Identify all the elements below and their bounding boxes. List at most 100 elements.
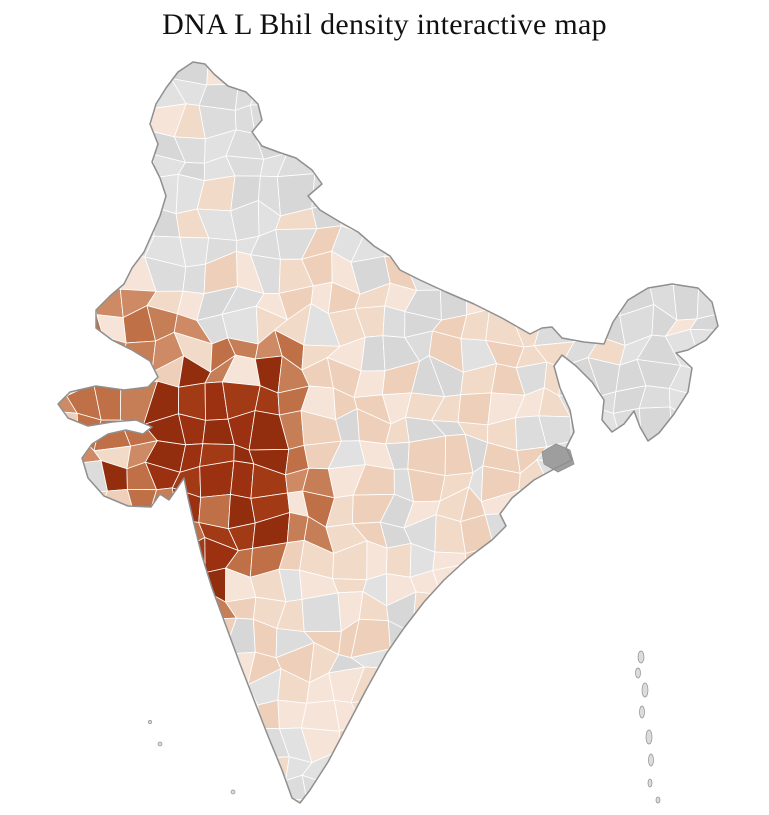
district-no_data[interactable]: [584, 204, 624, 244]
district-no_data[interactable]: [561, 155, 592, 188]
district-no_data[interactable]: [513, 147, 551, 179]
district-no_data[interactable]: [663, 229, 700, 262]
district-no_data[interactable]: [118, 177, 156, 213]
district-high[interactable]: [230, 460, 255, 499]
district-low[interactable]: [722, 773, 757, 815]
district-no_data[interactable]: [664, 575, 703, 596]
district-no_data[interactable]: [43, 207, 81, 239]
district-low[interactable]: [593, 616, 625, 645]
district-no_data[interactable]: [725, 363, 756, 395]
district-low[interactable]: [488, 566, 519, 602]
district-low[interactable]: [509, 621, 549, 658]
district-no_data[interactable]: [725, 391, 748, 425]
district-no_data[interactable]: [623, 591, 653, 633]
district-no_data[interactable]: [42, 101, 75, 137]
district-low[interactable]: [45, 463, 69, 498]
island[interactable]: [641, 682, 649, 698]
district-low[interactable]: [435, 696, 468, 734]
district-low[interactable]: [572, 256, 599, 295]
district-low[interactable]: [457, 101, 491, 135]
district-low[interactable]: [439, 125, 470, 161]
district-low[interactable]: [640, 746, 676, 782]
district-no_data[interactable]: [545, 526, 577, 552]
district-no_data[interactable]: [600, 487, 616, 525]
district-no_data[interactable]: [405, 207, 443, 238]
district-no_data[interactable]: [463, 648, 492, 671]
district-low[interactable]: [350, 699, 393, 727]
district-no_data[interactable]: [717, 563, 749, 607]
district-no_data[interactable]: [100, 669, 124, 705]
district-no_data[interactable]: [311, 172, 339, 209]
district-low[interactable]: [454, 799, 493, 815]
district-no_data[interactable]: [563, 760, 596, 776]
district-no_data[interactable]: [595, 79, 625, 103]
district-low[interactable]: [672, 462, 703, 498]
district-no_data[interactable]: [512, 720, 551, 758]
district-low[interactable]: [353, 147, 388, 187]
district-no_data[interactable]: [91, 616, 121, 655]
district-low[interactable]: [171, 618, 211, 656]
district-no_data[interactable]: [71, 641, 102, 685]
district-low[interactable]: [42, 692, 74, 732]
district-no_data[interactable]: [533, 177, 574, 213]
district-no_data[interactable]: [585, 772, 617, 812]
district-no_data[interactable]: [663, 98, 705, 133]
district-no_data[interactable]: [719, 515, 755, 550]
district-no_data[interactable]: [636, 493, 674, 517]
district-no_data[interactable]: [66, 771, 107, 812]
district-no_data[interactable]: [689, 310, 730, 331]
district-no_data[interactable]: [39, 277, 75, 319]
district-high[interactable]: [199, 460, 235, 498]
district-no_data[interactable]: [412, 696, 443, 734]
district-no_data[interactable]: [97, 700, 128, 733]
district-no_data[interactable]: [691, 514, 729, 549]
district-low[interactable]: [559, 667, 601, 709]
islands-layer[interactable]: [148, 650, 661, 804]
district-no_data[interactable]: [143, 672, 183, 712]
district-no_data[interactable]: [716, 178, 753, 211]
district-no_data[interactable]: [612, 469, 652, 495]
district-no_data[interactable]: [558, 237, 599, 264]
district-low[interactable]: [731, 621, 744, 647]
district-no_data[interactable]: [170, 46, 210, 86]
district-no_data[interactable]: [691, 542, 719, 581]
district-no_data[interactable]: [457, 72, 491, 109]
district-low[interactable]: [199, 702, 236, 733]
district-no_data[interactable]: [726, 644, 747, 685]
island[interactable]: [635, 667, 641, 679]
district-low[interactable]: [231, 807, 264, 815]
district-no_data[interactable]: [73, 135, 109, 164]
district-low[interactable]: [665, 593, 700, 632]
district-no_data[interactable]: [230, 771, 266, 808]
district-low[interactable]: [353, 94, 385, 137]
district-no_data[interactable]: [699, 102, 730, 131]
district-low[interactable]: [615, 563, 651, 604]
district-no_data[interactable]: [613, 512, 649, 556]
district-no_data[interactable]: [695, 203, 729, 238]
district-no_data[interactable]: [225, 757, 266, 782]
district-low[interactable]: [41, 744, 84, 780]
district-no_data[interactable]: [119, 651, 154, 678]
district-low[interactable]: [306, 798, 341, 815]
district-low[interactable]: [513, 744, 550, 782]
district-no_data[interactable]: [96, 173, 122, 213]
island[interactable]: [157, 741, 163, 747]
district-no_data[interactable]: [571, 440, 600, 469]
district-no_data[interactable]: [621, 622, 654, 649]
district-low[interactable]: [71, 669, 103, 707]
island[interactable]: [637, 650, 645, 664]
district-no_data[interactable]: [47, 156, 81, 186]
district-low[interactable]: [532, 565, 570, 593]
district-low[interactable]: [457, 732, 498, 763]
district-no_data[interactable]: [721, 419, 752, 441]
district-no_data[interactable]: [429, 183, 474, 215]
district-no_data[interactable]: [102, 83, 130, 114]
district-no_data[interactable]: [72, 595, 101, 633]
district-low[interactable]: [143, 751, 186, 785]
district-low[interactable]: [702, 362, 727, 399]
district-low[interactable]: [513, 775, 545, 805]
district-no_data[interactable]: [378, 804, 409, 815]
district-no_data[interactable]: [535, 43, 571, 85]
district-no_data[interactable]: [646, 695, 669, 731]
